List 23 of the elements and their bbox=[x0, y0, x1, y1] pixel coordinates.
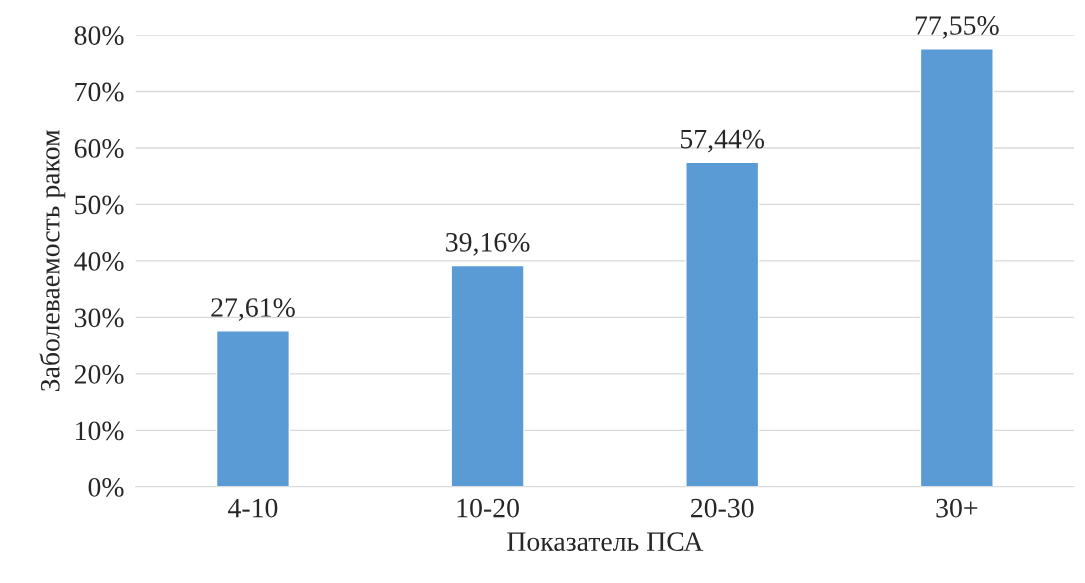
data-label: 77,55% bbox=[915, 16, 999, 39]
y-tick-label: 50% bbox=[75, 195, 124, 215]
bar bbox=[685, 161, 760, 487]
y-axis-title: Заболеваемость раком bbox=[39, 130, 66, 392]
x-tick-label: 10-20 bbox=[457, 498, 519, 518]
y-tick-label: 70% bbox=[75, 82, 124, 102]
y-tick-label: 40% bbox=[74, 252, 124, 271]
bar bbox=[215, 330, 291, 487]
bar bbox=[450, 264, 525, 487]
x-tick-label: 30+ bbox=[936, 498, 978, 518]
y-tick-label: 20% bbox=[74, 365, 124, 384]
y-tick-label: 10% bbox=[76, 421, 124, 441]
x-tick-label: 20-30 bbox=[691, 498, 754, 518]
bar bbox=[919, 48, 994, 487]
x-axis-title: Показатель ПСА bbox=[507, 532, 704, 551]
y-tick-label: 30% bbox=[74, 308, 124, 328]
data-label: 27,61% bbox=[211, 298, 295, 321]
x-tick-label: 4-10 bbox=[228, 498, 278, 518]
y-tick-label: 0% bbox=[88, 477, 124, 497]
y-tick-label: 60% bbox=[74, 139, 124, 158]
data-label: 39,16% bbox=[446, 232, 530, 256]
y-tick-label: 80% bbox=[74, 26, 124, 45]
data-label: 57,44% bbox=[681, 129, 765, 153]
